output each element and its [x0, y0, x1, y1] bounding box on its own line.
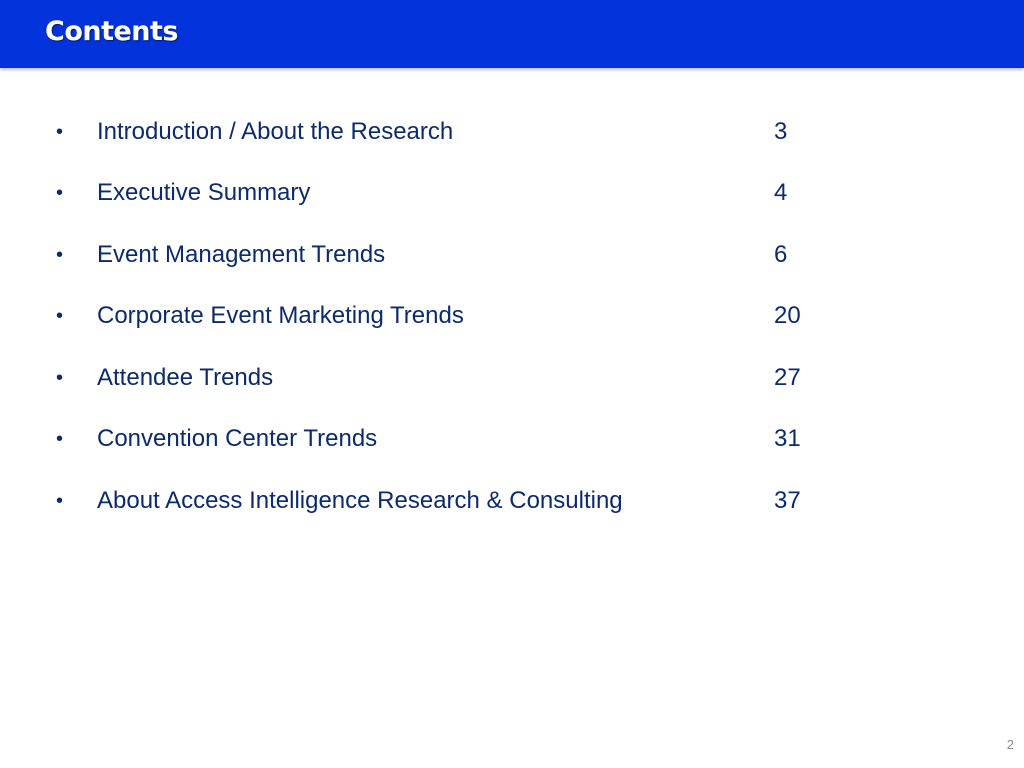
slide-number: 2 — [1006, 737, 1014, 752]
toc-item-page-number: 31 — [774, 425, 801, 452]
toc-item-event-management-trends: • Event Management Trends 6 — [0, 239, 1024, 271]
header-bar: Contents — [0, 0, 1024, 68]
toc-item-label: Corporate Event Marketing Trends — [97, 302, 464, 329]
bullet: • — [56, 121, 64, 143]
page-title: Contents — [45, 16, 179, 47]
bullet: • — [56, 305, 64, 327]
bullet: • — [56, 428, 64, 450]
toc-item-page-number: 27 — [774, 364, 801, 391]
toc-item-label: Executive Summary — [97, 179, 311, 206]
bullet: • — [56, 367, 64, 389]
toc-item-label: Attendee Trends — [97, 364, 274, 391]
toc-item-convention-center-trends: • Convention Center Trends 31 — [0, 423, 1024, 455]
toc-item-attendee-trends: • Attendee Trends 27 — [0, 362, 1024, 394]
toc-item-label: Introduction / About the Research — [97, 118, 454, 145]
toc-item-about-access-intelligence: • About Access Intelligence Research & C… — [0, 485, 1024, 517]
toc-item-page-number: 3 — [774, 118, 788, 145]
toc-item-introduction: • Introduction / About the Research 3 — [0, 116, 1024, 148]
bullet: • — [56, 182, 64, 204]
toc-item-page-number: 20 — [774, 302, 801, 329]
toc-item-label: Event Management Trends — [97, 241, 386, 268]
toc-item-executive-summary: • Executive Summary 4 — [0, 177, 1024, 209]
toc-item-page-number: 4 — [774, 179, 788, 206]
toc-item-page-number: 6 — [774, 241, 788, 268]
bullet: • — [56, 490, 64, 512]
toc-item-page-number: 37 — [774, 487, 801, 514]
toc-item-label: Convention Center Trends — [97, 425, 378, 452]
toc-item-corporate-event-marketing-trends: • Corporate Event Marketing Trends 20 — [0, 300, 1024, 332]
bullet: • — [56, 244, 64, 266]
toc-item-label: About Access Intelligence Research & Con… — [97, 487, 623, 514]
